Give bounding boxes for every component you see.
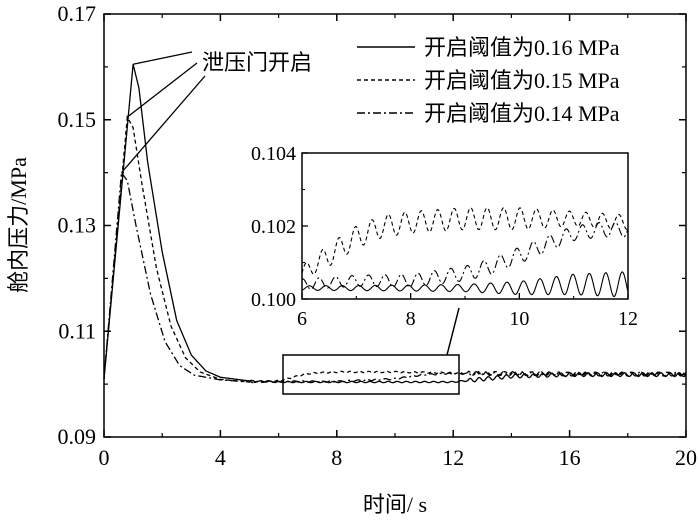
legend-label: 开启阈值为0.14 MPa xyxy=(424,101,620,126)
legend-label: 开启阈值为0.16 MPa xyxy=(424,35,620,60)
inset-series-line xyxy=(301,271,629,298)
annotation-leader-line xyxy=(132,51,193,65)
x-tick-label: 20 xyxy=(675,445,697,470)
inset-y-tick-label: 0.102 xyxy=(251,216,296,238)
legend-label: 开启阈值为0.15 MPa xyxy=(424,68,620,93)
main-series-line xyxy=(103,114,687,384)
inset-y-tick-label: 0.100 xyxy=(251,289,296,311)
x-axis-title: 时间/ s xyxy=(363,492,427,517)
main-series-line xyxy=(103,170,687,384)
y-tick-label: 0.17 xyxy=(58,1,97,26)
zoom-region-box xyxy=(282,354,460,395)
inset-series-line xyxy=(301,221,629,290)
inset-series-line xyxy=(301,207,629,275)
inset-x-tick-label: 12 xyxy=(618,308,638,330)
x-tick-label: 0 xyxy=(99,445,110,470)
y-tick-label: 0.09 xyxy=(58,424,97,449)
x-tick-label: 4 xyxy=(215,445,226,470)
zoom-connector-line xyxy=(446,307,460,356)
annotation-leader-lines xyxy=(120,51,206,174)
inset-y-tick-label: 0.104 xyxy=(251,143,296,165)
x-tick-label: 16 xyxy=(559,445,581,470)
inset-x-tick-label: 10 xyxy=(509,308,529,330)
annotation-leader-line xyxy=(120,75,206,174)
main-series-group xyxy=(103,64,687,384)
main-series-line xyxy=(103,64,687,384)
inset-series-group xyxy=(301,207,629,298)
inset-axis-ticks: 6 8 10 12 0.100 0.102 0.104 xyxy=(251,143,638,330)
y-tick-label: 0.15 xyxy=(58,107,97,132)
legend: 开启阈值为0.16 MPa 开启阈值为0.15 MPa 开启阈值为0.14 MPa xyxy=(357,35,620,126)
annotation-leader-line xyxy=(126,62,198,118)
x-tick-label: 12 xyxy=(442,445,464,470)
inset-x-tick-label: 8 xyxy=(406,308,416,330)
annotation-label: 泄压门开启 xyxy=(202,50,312,75)
main-axis-ticks: 0 4 8 12 16 20 0.09 0.11 0.13 0.15 0.17 xyxy=(58,1,698,470)
y-tick-label: 0.11 xyxy=(58,318,96,343)
x-tick-label: 8 xyxy=(331,445,342,470)
y-tick-label: 0.13 xyxy=(58,213,97,238)
inset-x-tick-label: 6 xyxy=(297,308,307,330)
y-axis-title: 舱内压力/MPa xyxy=(6,157,31,293)
